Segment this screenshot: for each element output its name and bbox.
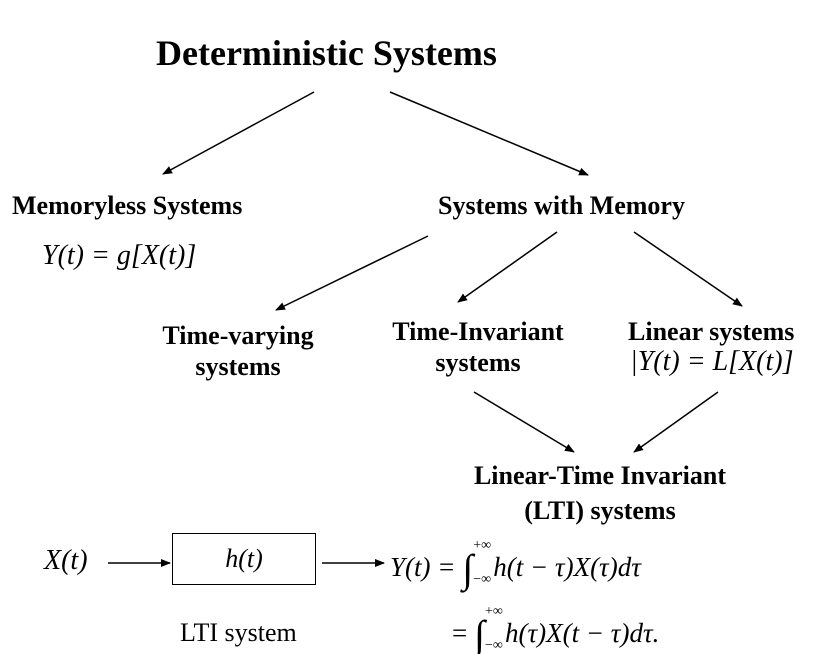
arrow-memory-to-timeinvariant: [457, 231, 558, 303]
lti-block: h(t): [172, 533, 316, 585]
node-timeinvariant-line1: Time-Invariant: [392, 317, 564, 346]
node-timevarying: Time-varying systems: [140, 320, 336, 382]
node-timevarying-line1: Time-varying: [162, 321, 314, 350]
node-timeinvariant-line2: systems: [435, 348, 521, 378]
arrow-memory-to-timevarying: [275, 235, 429, 311]
page-title: Deterministic Systems: [156, 33, 497, 73]
integral-upper-1: +∞: [473, 538, 492, 553]
integral-lower-2: −∞: [484, 638, 503, 653]
block-input-signal: X(t): [44, 545, 88, 576]
integral-limits-2: +∞ −∞: [485, 604, 505, 653]
integral-limits-1: +∞ −∞: [473, 538, 493, 587]
arrow-root-to-memory: [389, 91, 589, 176]
integral-upper-2: +∞: [484, 604, 503, 619]
integral-sign-2: ∫: [473, 612, 485, 654]
node-linear-formula: |Y(t) = L[X(t)]: [630, 346, 794, 377]
arrow-memory-to-linear: [633, 231, 743, 307]
convolution-integrand-2: h(τ)X(t − τ)dτ.: [504, 618, 660, 648]
integral-sign-1: ∫: [462, 546, 474, 591]
arrow-timeinvariant-to-lti: [473, 391, 575, 453]
node-timevarying-line2: systems: [195, 352, 281, 382]
node-linear-label: Linear systems: [628, 317, 795, 346]
output-equation-2: = ∫ +∞ −∞ h(τ)X(t − τ)dτ.: [452, 604, 660, 654]
node-lti-line1: Linear-Time Invariant: [473, 461, 727, 490]
node-memoryless-label: Memoryless Systems: [12, 191, 243, 220]
node-memoryless-formula: Y(t) = g[X(t)]: [42, 240, 197, 271]
convolution-integrand-1: h(t − τ)X(τ)dτ: [493, 552, 641, 582]
node-lti-line2: (LTI) systems: [524, 496, 676, 526]
block-impulse-response: h(t): [225, 544, 263, 573]
node-timeinvariant: Time-Invariant systems: [372, 316, 584, 378]
eq2-lhs: =: [452, 618, 468, 648]
node-memory-label: Systems with Memory: [438, 191, 685, 220]
arrow-linear-to-lti: [633, 391, 719, 453]
arrow-root-to-memoryless: [162, 91, 315, 175]
block-caption: LTI system: [180, 618, 297, 647]
output-lhs: Y(t) =: [390, 552, 456, 582]
node-lti: Linear-Time Invariant (LTI) systems: [436, 460, 764, 526]
output-equation-1: Y(t) = ∫ +∞ −∞ h(t − τ)X(τ)dτ: [390, 538, 641, 591]
integral-lower-1: −∞: [473, 572, 492, 587]
